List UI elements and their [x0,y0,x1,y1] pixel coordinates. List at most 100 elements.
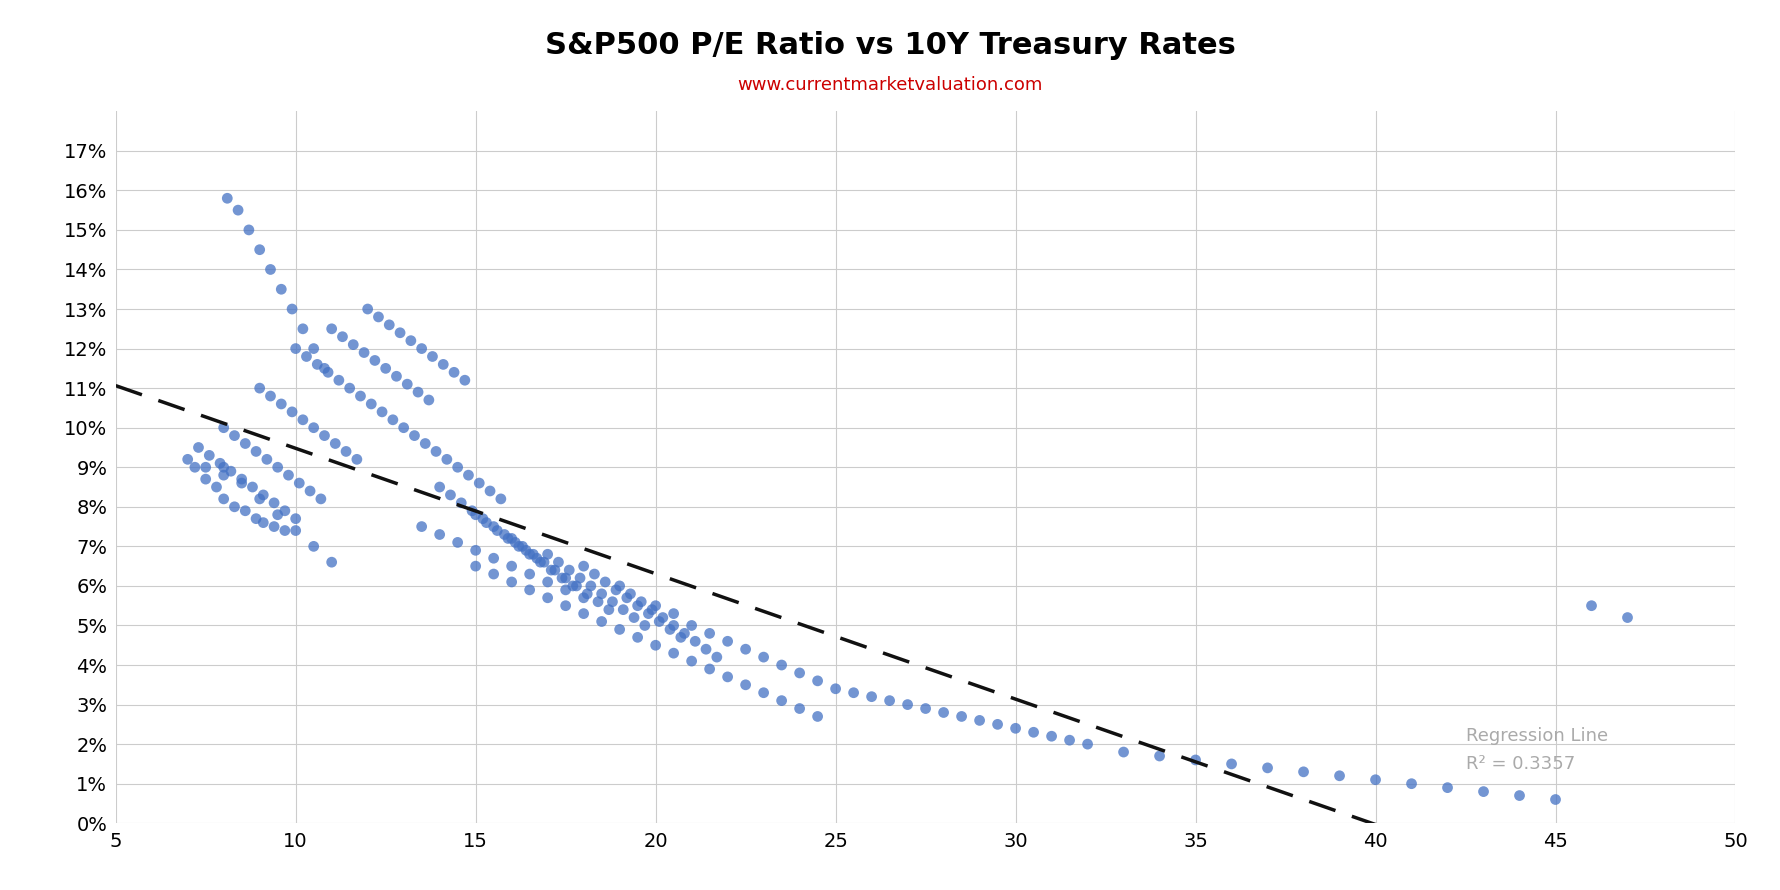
Point [180,460,208,474]
Text: Regression Line: Regression Line [1465,727,1607,745]
Point [516,547,545,562]
Point [454,468,482,482]
Point [267,397,295,411]
Point [552,599,580,613]
Point [1020,725,1048,740]
Point [475,484,504,498]
Point [317,321,345,336]
Point [443,535,472,549]
Point [479,567,507,581]
Point [472,515,500,530]
Point [221,428,249,442]
Text: R² = 0.3357: R² = 0.3357 [1465,755,1575,773]
Point [196,449,224,463]
Point [324,373,352,387]
Point [433,452,461,466]
Point [605,622,634,636]
Point [271,523,299,538]
Point [256,389,285,403]
Point [351,345,379,360]
Point [256,263,285,277]
Point [1613,611,1641,625]
Point [570,559,598,573]
Point [299,342,328,356]
Point [239,480,267,494]
Point [285,476,313,490]
Point [580,567,609,581]
Point [714,635,742,649]
Point [609,603,637,617]
Point [1038,729,1066,743]
Point [281,523,310,538]
Point [390,421,418,435]
Point [260,496,288,510]
Point [425,480,454,494]
Point [1109,745,1137,759]
Point [497,531,525,546]
Point [497,559,525,573]
Point [1577,599,1606,613]
Point [214,191,242,206]
Point [404,385,433,400]
Point [641,599,669,613]
Point [246,381,274,395]
Point [292,350,320,364]
Point [641,638,669,652]
Point [461,559,490,573]
Point [228,472,256,486]
Point [612,591,641,605]
Point [192,460,221,474]
Point [246,243,274,257]
Point [422,444,450,458]
Point [482,523,511,538]
Point [465,476,493,490]
Point [644,614,673,628]
Point [619,611,648,625]
Point [303,357,331,371]
Point [335,381,363,395]
Point [527,555,555,570]
Point [173,452,201,466]
Point [447,496,475,510]
Point [461,507,490,522]
Point [310,428,338,442]
Point [376,318,404,332]
Point [1182,753,1210,767]
Point [504,539,532,554]
Point [288,413,317,427]
Point [320,436,349,450]
Point [400,428,429,442]
Point [368,405,397,419]
Point [242,512,271,526]
Point [598,595,627,609]
Point [221,499,249,514]
Point [436,488,465,502]
Point [386,326,415,340]
Point [732,642,760,656]
Point [306,492,335,506]
Point [246,492,274,506]
Point [440,365,468,379]
Point [803,674,831,688]
Point [468,512,497,526]
Point [397,334,425,348]
Point [516,567,545,581]
Point [411,436,440,450]
Point [1397,777,1426,791]
Point [1002,721,1031,735]
Point [876,693,904,708]
Point [231,436,260,450]
Point [566,570,595,585]
Point [965,713,993,727]
Point [493,531,522,546]
Point [605,578,634,593]
Point [479,551,507,565]
Point [310,361,338,376]
Point [361,353,390,368]
Point [1541,792,1570,806]
Point [354,302,383,316]
Point [552,570,580,585]
Point [840,685,869,700]
Point [627,595,655,609]
Point [331,444,360,458]
